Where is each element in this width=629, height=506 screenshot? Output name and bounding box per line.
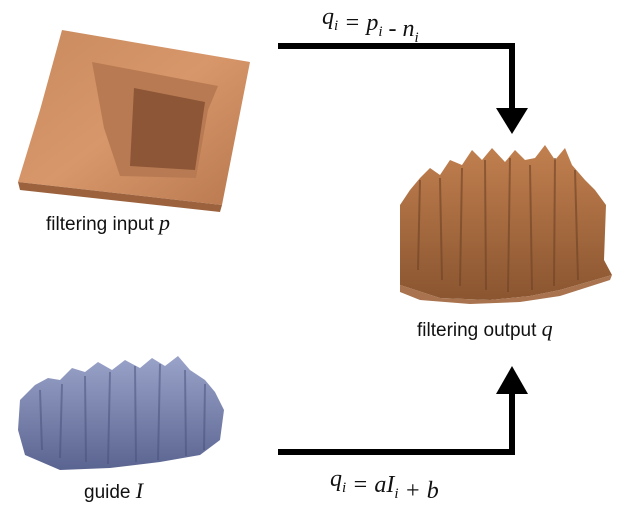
arrowhead-top — [496, 108, 528, 134]
formula-term: q — [322, 4, 334, 30]
arrow-top — [278, 43, 515, 112]
label-variable: q — [542, 316, 553, 341]
output-spikes — [417, 157, 579, 293]
formula-bottom: qi = aIi + b — [330, 466, 439, 504]
arrow-bottom — [278, 390, 515, 455]
guide-spikes — [39, 363, 206, 465]
guide-label: guide I — [84, 478, 145, 503]
formula-top: qi = pi - ni — [322, 4, 419, 46]
guide-surface — [18, 356, 224, 470]
formula-subscript: i — [342, 480, 346, 496]
formula-term: = aI — [346, 472, 395, 498]
guide-mass — [18, 356, 224, 470]
label-text: filtering input — [46, 214, 154, 235]
formula-term: + b — [399, 478, 439, 504]
label-variable: p — [157, 210, 170, 235]
output-base — [400, 275, 612, 304]
formula-subscript: i — [415, 30, 419, 46]
formula-term: - n — [383, 16, 415, 42]
formula-term: q — [330, 466, 342, 492]
output-mass — [400, 145, 612, 300]
input-label: filtering input p — [46, 210, 170, 235]
label-text: guide — [84, 482, 131, 503]
plate-dip — [130, 88, 205, 170]
plate-edge — [18, 182, 222, 212]
output-surface — [400, 145, 612, 304]
input-surface — [18, 30, 250, 212]
label-variable: I — [135, 478, 145, 503]
output-label: filtering output q — [417, 316, 553, 341]
formula-subscript: i — [394, 486, 398, 502]
label-text: filtering output — [417, 320, 537, 341]
formula-term: = p — [338, 10, 378, 36]
formula-subscript: i — [334, 18, 338, 34]
arrowhead-bottom — [496, 366, 528, 394]
formula-subscript: i — [378, 24, 382, 40]
